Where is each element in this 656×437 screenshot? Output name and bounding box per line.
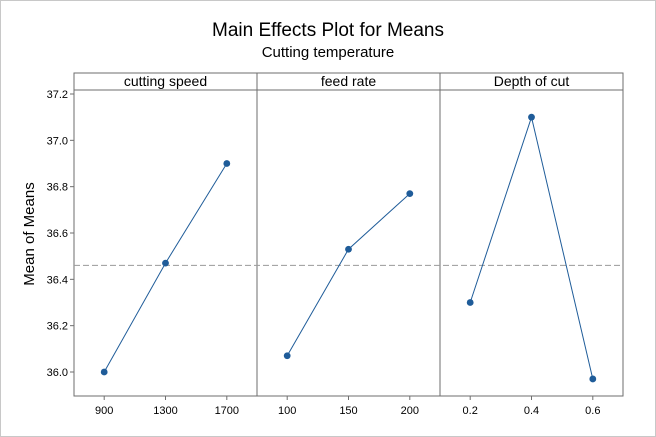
data-point bbox=[466, 299, 474, 306]
data-point bbox=[345, 245, 352, 253]
data-point bbox=[406, 190, 414, 198]
series-line bbox=[469, 115, 594, 380]
series-line bbox=[286, 193, 411, 357]
data-point bbox=[162, 259, 169, 267]
x-tick-label: 200 bbox=[401, 405, 419, 417]
y-tick-label: 36.6 bbox=[47, 228, 68, 240]
data-point bbox=[283, 352, 291, 360]
x-tick-label: 150 bbox=[339, 405, 357, 417]
panel-header-label: cutting speed bbox=[124, 73, 207, 89]
panel-header-label: feed rate bbox=[321, 73, 376, 89]
x-tick-label: 1700 bbox=[215, 405, 239, 417]
x-tick-label: 1300 bbox=[153, 405, 177, 417]
y-tick-label: 36.8 bbox=[47, 182, 68, 194]
chart-subtitle: Cutting temperature bbox=[262, 44, 395, 61]
x-tick-label: 0.4 bbox=[524, 405, 539, 417]
y-tick-label: 37.0 bbox=[47, 135, 68, 147]
data-point bbox=[528, 113, 535, 121]
series-line bbox=[103, 163, 228, 373]
data-point bbox=[589, 375, 597, 383]
x-tick-label: 900 bbox=[95, 405, 113, 417]
y-tick-label: 36.2 bbox=[47, 321, 68, 333]
chart-title: Main Effects Plot for Means bbox=[212, 20, 444, 41]
plot-border bbox=[73, 72, 624, 397]
data-point bbox=[223, 160, 231, 167]
panel-header-label: Depth of cut bbox=[494, 73, 570, 89]
y-tick-label: 36.4 bbox=[47, 274, 68, 286]
x-tick-label: 0.2 bbox=[463, 405, 478, 417]
x-tick-label: 100 bbox=[278, 405, 296, 417]
y-tick-label: 37.2 bbox=[47, 89, 68, 101]
data-point bbox=[100, 368, 108, 376]
panels-layer: 36.0 36.2 36.4 36.6 36.8 37.0 37.2 cutting spee… bbox=[47, 72, 624, 417]
x-tick-label: 0.6 bbox=[585, 405, 600, 417]
y-tick-label: 36.0 bbox=[47, 367, 68, 379]
y-axis-title: Mean of Means bbox=[21, 182, 38, 285]
